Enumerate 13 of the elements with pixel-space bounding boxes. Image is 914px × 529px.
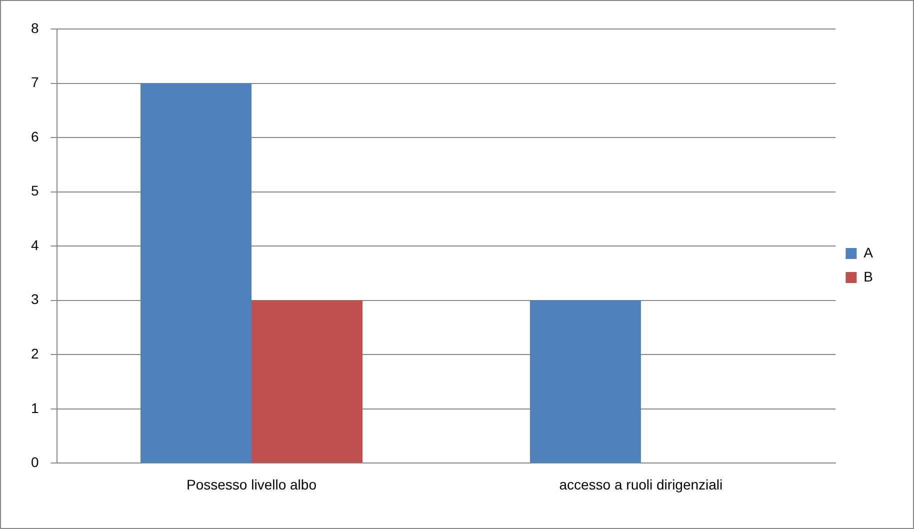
- x-tick-label: Possesso livello albo: [186, 476, 317, 492]
- y-tick-label: 3: [30, 291, 39, 308]
- y-tick-label: 4: [30, 236, 39, 253]
- y-tick-label: 0: [30, 454, 39, 470]
- y-tick-label: 7: [30, 74, 39, 90]
- legend-label: B: [864, 268, 874, 284]
- y-tick-label: 6: [30, 128, 39, 144]
- y-tick-label: 2: [30, 346, 39, 362]
- x-tick-label: accesso a ruoli dirigenziali: [559, 476, 723, 492]
- y-tick-label: 5: [30, 182, 39, 199]
- y-tick-label: 1: [30, 400, 39, 416]
- legend-label: A: [864, 244, 874, 260]
- y-tick-label: 8: [30, 20, 39, 36]
